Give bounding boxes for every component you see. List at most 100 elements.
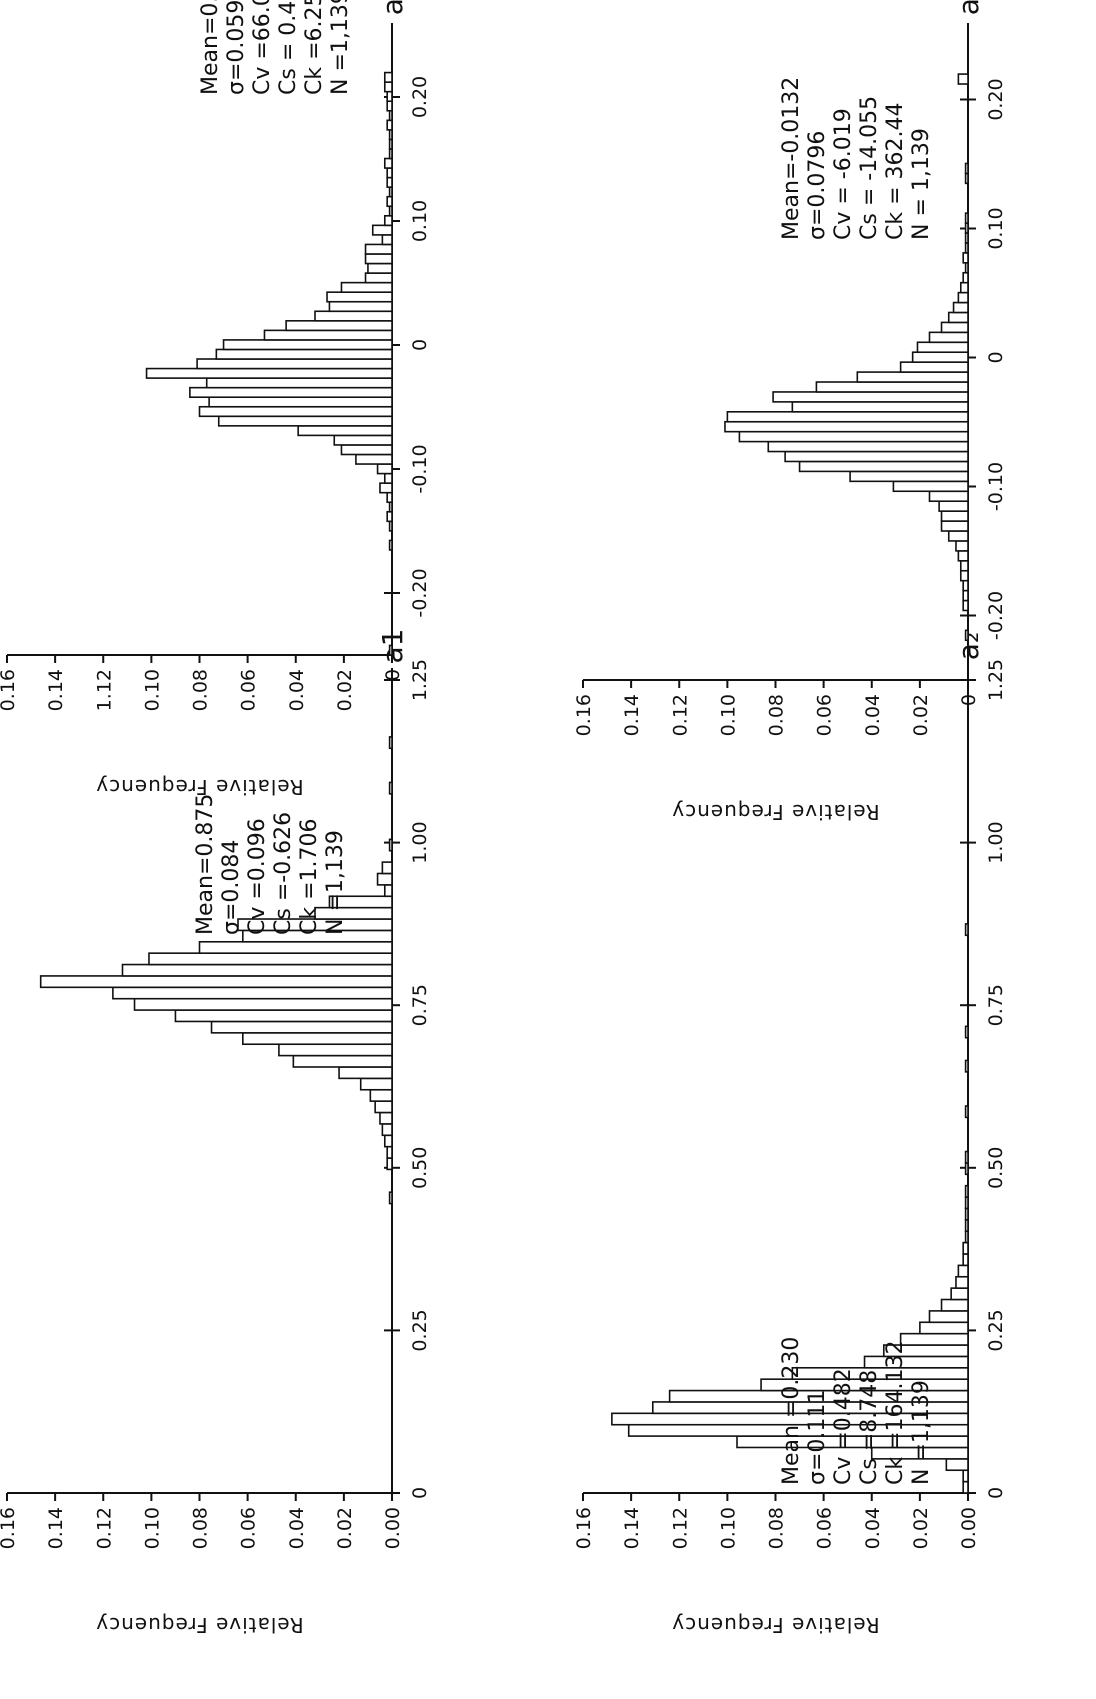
stats-line: N =1,139 (328, 0, 353, 95)
histogram-bar (962, 599, 969, 612)
histogram-bar (386, 1157, 393, 1171)
histogram-bar (292, 1054, 393, 1068)
x-tick-label: -0.10 (985, 462, 1007, 511)
histogram-bar (964, 262, 969, 274)
histogram-bar (388, 138, 393, 150)
histogram-bar (947, 530, 969, 542)
x-tick-label: 0.50 (985, 1147, 1007, 1189)
histogram-bar (957, 1264, 969, 1278)
y-tick-label: 0.14 (621, 694, 643, 736)
histogram-bar (945, 1458, 969, 1472)
y-tick-label: 0.04 (286, 1507, 308, 1549)
histogram-bar (947, 311, 969, 324)
y-tick-label: 0.06 (238, 669, 260, 711)
y-tick-label: 0.10 (717, 694, 739, 736)
histogram-bar (388, 644, 393, 656)
histogram-bar (376, 872, 393, 886)
stats-line: N = 1,139 (909, 128, 934, 240)
histogram-bar (383, 214, 393, 227)
histogram-bar (724, 420, 969, 433)
stats-line: Ck =6.253 (302, 0, 327, 95)
histogram-bar (379, 1111, 393, 1125)
histogram-bar (892, 480, 969, 493)
histogram-bar (798, 460, 969, 473)
x-tick-label: 0 (985, 351, 1007, 363)
histogram-bar (950, 1287, 969, 1301)
histogram-bar (916, 341, 969, 354)
histogram-bar (388, 736, 393, 750)
histogram-bar (383, 71, 393, 83)
y-tick-label: 0.12 (93, 1507, 115, 1549)
histogram-bar (849, 470, 969, 483)
y-tick-label: 0.02 (334, 669, 356, 711)
x-tick-label: 0.50 (409, 1147, 431, 1189)
histogram-bar (957, 73, 969, 85)
y-tick-label: 0.08 (766, 1507, 788, 1549)
histogram-bar (386, 176, 393, 188)
histogram-bar (208, 396, 393, 408)
histogram-bar (784, 450, 969, 463)
histogram-bar (381, 861, 393, 875)
y-tick-label: 0.06 (238, 1507, 260, 1549)
histogram-bar (217, 415, 393, 427)
x-tick-label: 0 (409, 339, 431, 351)
histogram-bar (940, 1298, 969, 1312)
histogram-bar (388, 205, 393, 217)
y-tick-label: 0.10 (141, 1507, 163, 1549)
y-tick-label: 0.02 (334, 1507, 356, 1549)
y-tick-label: 0.04 (286, 669, 308, 711)
histogram-bar (962, 1253, 969, 1267)
x-tick-label: -0.20 (409, 568, 431, 617)
x-tick-label: 0.25 (409, 1309, 431, 1351)
histogram-bar (388, 520, 393, 532)
histogram-bar (242, 1032, 393, 1046)
histogram-bar (940, 520, 969, 532)
histogram-bar (964, 212, 969, 224)
histogram-bar (738, 430, 969, 443)
y-axis-label: Relative Frequency (671, 1613, 879, 1637)
histogram-bar (388, 129, 393, 141)
y-tick-label: 0.08 (190, 1507, 212, 1549)
histogram-bar (964, 923, 969, 937)
histogram-bar (940, 510, 969, 522)
histogram-bar (386, 510, 393, 523)
histogram-bar (198, 940, 393, 954)
y-tick-label: 0.02 (910, 1507, 932, 1549)
histogram-bar (962, 252, 969, 264)
histogram-bar (386, 90, 393, 103)
histogram-bar (39, 975, 393, 989)
histogram-bar (911, 351, 969, 363)
y-axis-label: Relative Frequency (671, 800, 879, 824)
histogram-bar (386, 1145, 393, 1159)
y-tick-label: 0.12 (669, 1507, 691, 1549)
histogram-bar (938, 500, 969, 512)
histogram-bar (386, 119, 393, 131)
x-tick-label: 0.10 (409, 200, 431, 242)
y-tick-label: 0.14 (621, 1507, 643, 1549)
histogram-bar (962, 1241, 969, 1255)
histogram-bar (964, 1105, 969, 1119)
histogram-bar (222, 339, 393, 351)
y-tick-label: 0.02 (910, 694, 932, 736)
histogram-bar (278, 1043, 393, 1057)
histogram-bar (340, 444, 393, 456)
stats-line: Cv =0.482 (831, 1368, 856, 1485)
stats-line: Mean =0.230 (779, 1337, 804, 1485)
y-axis-label: Relative Frequency (95, 1613, 303, 1637)
y-tick-label: 0.04 (862, 1507, 884, 1549)
stats-line: σ=0.0796 (805, 131, 830, 240)
histogram-bar (297, 425, 393, 437)
x-tick-label: 0.20 (409, 76, 431, 118)
histogram-bar (328, 895, 393, 909)
stats-line: σ=0.0590 (224, 0, 249, 95)
histogram-bar (964, 242, 969, 254)
histogram-bar (388, 186, 393, 198)
histogram-bar (338, 1066, 393, 1080)
histogram-bar (198, 405, 393, 418)
histogram-bar (863, 1355, 969, 1369)
histogram-bar (386, 100, 393, 112)
histogram-bar (767, 440, 969, 453)
y-tick-label: 0.10 (141, 669, 163, 711)
histogram-bar (959, 560, 969, 572)
histogram-bar (928, 1310, 969, 1324)
